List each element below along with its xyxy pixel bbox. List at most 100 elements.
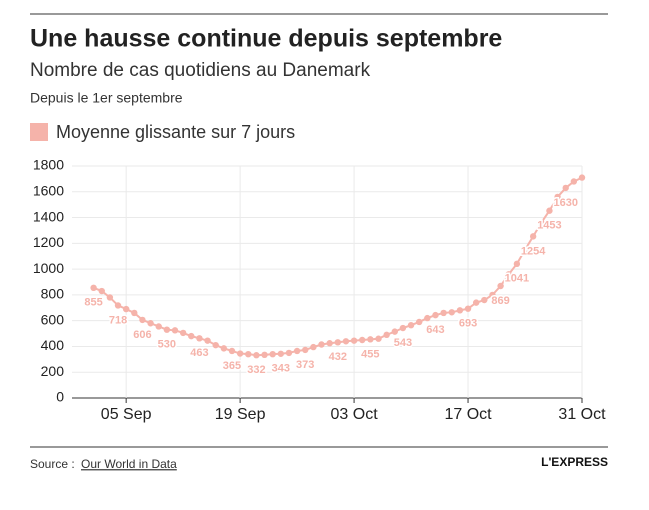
point [424,314,431,322]
point [383,331,390,339]
point [204,337,211,344]
x-tick-label: 05 Sep [101,406,152,423]
point [122,305,130,313]
point [90,284,97,291]
value-label: 1041 [505,273,529,285]
y-tick-label: 0 [56,389,64,405]
point [310,343,317,351]
value-label: 463 [190,347,208,359]
point [359,336,366,344]
value-label: 855 [84,297,102,309]
point [155,323,162,330]
point [538,219,545,226]
y-tick-label: 1800 [33,157,64,173]
y-tick-label: 1600 [33,182,64,198]
value-label: 432 [329,351,347,363]
point [399,324,407,332]
x-tick-label: 31 Oct [558,406,606,423]
point [196,335,203,342]
point [456,307,464,314]
point [212,341,219,349]
point [464,305,472,312]
point [481,296,488,304]
point [139,316,146,324]
legend-label: Moyenne glissante sur 7 jours [56,122,295,142]
point [505,271,512,278]
chart-title: Une hausse continue depuis septembre [30,25,502,53]
chart-subtitle: Nombre de cas quotidiens au Danemark [30,60,371,81]
x-tick-label: 19 Sep [215,406,266,423]
point [334,339,341,346]
point [375,335,382,342]
y-tick-label: 1400 [33,208,64,224]
point [570,178,578,185]
point [261,351,268,359]
value-label: 1453 [537,220,561,232]
value-label: 543 [394,337,412,349]
chart-note: Depuis le 1er septembre [30,90,183,106]
y-tick-label: 800 [41,286,65,302]
point [448,309,455,316]
value-label: 718 [109,314,127,326]
point [277,350,285,357]
y-tick-label: 200 [41,363,65,379]
value-label: 1254 [521,245,546,257]
value-label: 455 [361,348,379,360]
point [326,340,333,347]
point [513,260,521,268]
y-tick-label: 400 [41,337,65,353]
value-label: 693 [459,318,477,330]
point [253,352,260,359]
point [163,326,171,333]
y-tick-label: 600 [41,311,65,327]
point [391,328,398,335]
point [578,174,586,181]
point [407,321,415,329]
point [269,350,276,358]
point [521,246,529,253]
point [497,282,504,290]
point [245,350,252,358]
point [546,207,553,214]
point [188,332,195,340]
point [318,341,325,348]
point [416,318,423,326]
point [489,291,496,299]
point [106,294,114,301]
point [562,184,569,192]
point [554,193,561,201]
point [472,299,480,306]
value-label: 1630 [553,197,577,209]
point [529,233,537,240]
value-label: 643 [426,324,444,336]
value-label: 869 [491,295,509,307]
point [179,329,187,337]
point [98,287,105,295]
point [220,345,228,352]
point [147,320,154,327]
point [350,337,358,344]
x-tick-label: 17 Oct [444,406,492,423]
legend-swatch [30,123,48,141]
point [114,302,122,309]
point [367,336,374,343]
value-label: 530 [158,339,176,351]
point [285,349,293,357]
point [236,350,244,357]
point [228,347,236,355]
point [440,309,447,317]
point [293,347,301,355]
point [432,311,439,319]
point [342,338,350,345]
y-tick-label: 1200 [33,234,64,250]
source-link[interactable]: Our World in Data [81,457,177,471]
source-label: Source : [30,457,75,471]
value-label: 606 [133,329,151,341]
point [131,309,138,317]
y-tick-label: 1000 [33,260,64,276]
value-label: 332 [247,364,265,376]
value-label: 373 [296,359,314,371]
value-label: 365 [223,360,241,372]
